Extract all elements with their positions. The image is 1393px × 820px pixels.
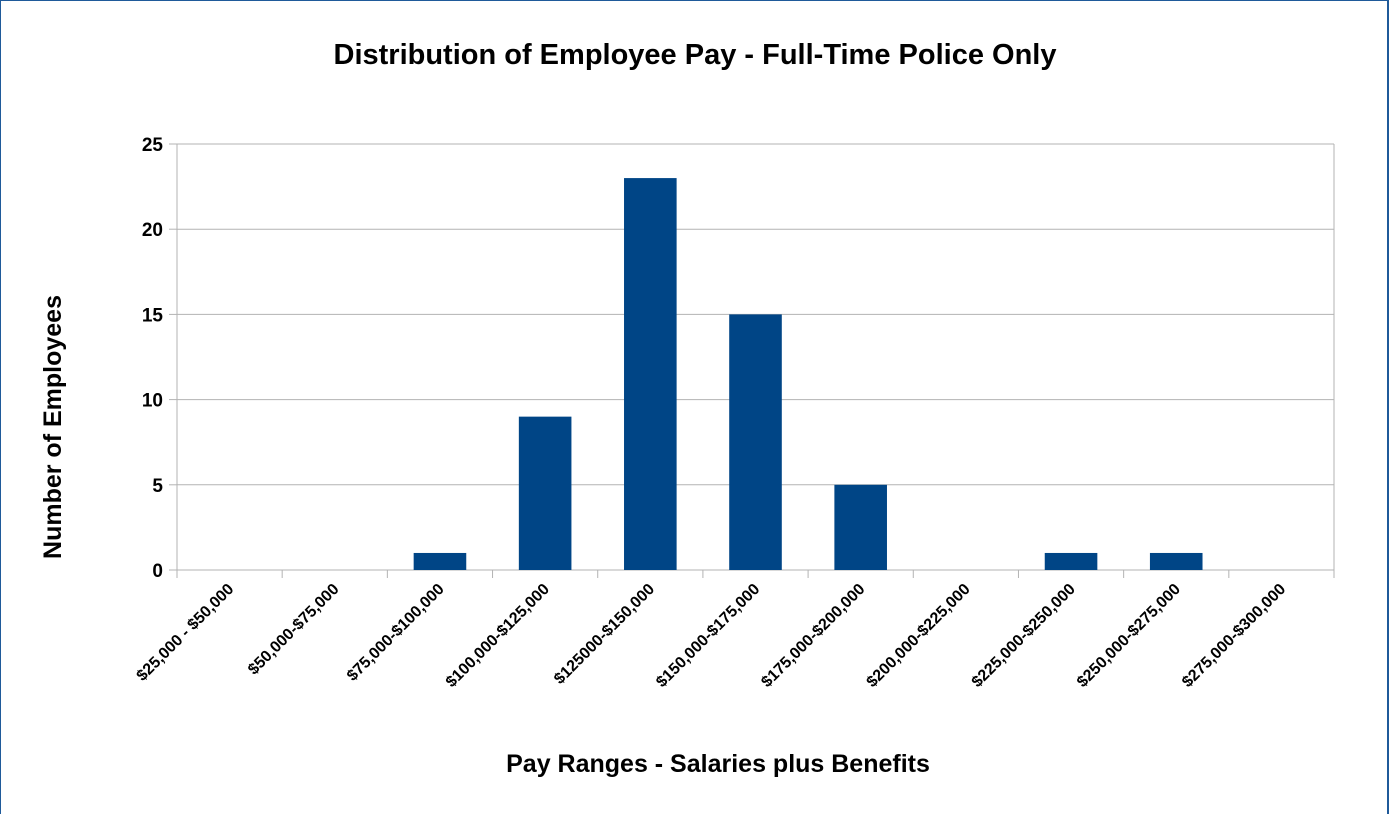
x-tick-label: $75,000-$100,000 [344, 581, 448, 685]
y-tick-label: 0 [152, 561, 163, 582]
x-axis-title: Pay Ranges - Salaries plus Benefits [506, 750, 930, 778]
x-tick-label: $275,000-$300,000 [1179, 581, 1289, 691]
bar [834, 484, 887, 570]
x-tick-label: $100,000-$125,000 [443, 581, 553, 691]
y-tick-label: 15 [142, 305, 164, 326]
chart-title: Distribution of Employee Pay - Full-Time… [334, 39, 1057, 71]
x-tick-label: $250,000-$275,000 [1074, 581, 1184, 691]
bar [518, 416, 572, 570]
y-tick-label: 20 [142, 220, 163, 241]
y-tick-label: 25 [142, 135, 164, 156]
x-tick-label: $225,000-$250,000 [969, 581, 1079, 691]
y-tick-label: 10 [142, 391, 163, 412]
bar [1044, 552, 1098, 570]
x-tick-label: $50,000-$75,000 [245, 581, 343, 679]
bar [1149, 552, 1203, 570]
x-tick-labels: $25,000 - $50,000 $50,000-$75,000 $75,000-… [134, 581, 1290, 691]
y-tick-labels: 0 5 10 15 20 25 [142, 135, 164, 582]
y-axis-title: Number of Employees [39, 295, 67, 559]
y-tick-label: 5 [152, 476, 163, 497]
x-tick-label: $150,000-$175,000 [653, 581, 763, 691]
x-tick-label: $175,000-$200,000 [758, 581, 868, 691]
x-tick-label: $200,000-$225,000 [864, 581, 974, 691]
x-tick-label: $125000-$150,000 [551, 581, 658, 688]
bar [624, 178, 677, 570]
bar [729, 314, 782, 570]
x-tick-label: $25,000 - $50,000 [134, 581, 238, 685]
bar [413, 552, 467, 570]
bars [413, 178, 1203, 570]
